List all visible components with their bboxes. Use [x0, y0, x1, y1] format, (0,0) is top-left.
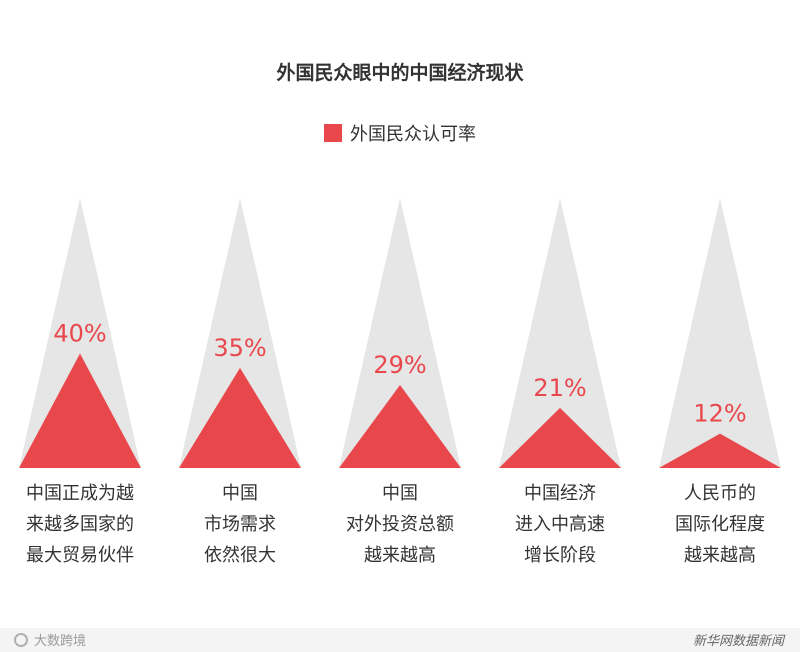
bg-triangle-1: [19, 198, 141, 468]
category-label-line: 中国经济: [524, 483, 596, 504]
category-label-line: 最大贸易伙伴: [26, 545, 134, 566]
value-triangle-2: [179, 367, 301, 468]
value-label-3: 29%: [373, 351, 426, 379]
category-label-2: 中国市场需求依然很大: [165, 478, 315, 571]
category-label-1: 中国正成为越 来越多国家的 最大贸易伙伴: [5, 478, 155, 571]
footer-left: 大数跨境: [14, 630, 86, 649]
category-label-line: 人民币的: [684, 483, 756, 504]
source-logo-icon: [14, 632, 28, 647]
category-label-line: 中国: [382, 483, 418, 504]
legend: 外国民众认可率: [0, 120, 800, 146]
bg-triangle-2: [179, 198, 301, 468]
value-triangle-1: [19, 353, 141, 468]
footer: 大数跨境 新华网数据新闻: [0, 628, 800, 652]
category-label-line: 中国正成为越: [26, 483, 134, 504]
footer-right-text: 新华网数据新闻: [692, 634, 784, 649]
category-label-5: 人民币的国际化程度越来越高: [645, 478, 795, 571]
category-label-line: 对外投资总额: [346, 514, 454, 535]
value-label-2: 35%: [213, 334, 266, 362]
value-label-4: 21%: [533, 374, 586, 402]
category-label-line: 中国: [222, 483, 258, 504]
value-triangle-3: [339, 385, 461, 468]
bg-triangle-5: [659, 198, 781, 468]
category-label-line: 来越多国家的: [26, 514, 134, 535]
footer-left-text: 大数跨境: [34, 634, 87, 649]
legend-swatch: [324, 124, 342, 142]
category-label-line: 越来越高: [364, 545, 436, 566]
value-triangle-5: [659, 433, 781, 468]
category-label-line: 增长阶段: [524, 545, 596, 566]
value-label-1: 40%: [53, 320, 106, 348]
category-label-line: 市场需求: [204, 514, 276, 535]
bg-triangle-3: [339, 198, 461, 468]
category-label-4: 中国经济进入中高速增长阶段: [485, 478, 635, 571]
value-triangle-4: [499, 407, 621, 468]
legend-label: 外国民众认可率: [350, 124, 476, 145]
category-label-line: 国际化程度: [675, 514, 765, 535]
chart-title: 外国民众眼中的中国经济现状: [276, 62, 524, 84]
bg-triangle-4: [499, 198, 621, 468]
category-label-line: 依然很大: [204, 545, 276, 566]
category-label-line: 越来越高: [684, 545, 756, 566]
value-label-5: 12%: [693, 400, 746, 428]
category-label-line: 进入中高速: [515, 514, 605, 535]
category-label-3: 中国对外投资总额 越来越高: [325, 478, 475, 571]
